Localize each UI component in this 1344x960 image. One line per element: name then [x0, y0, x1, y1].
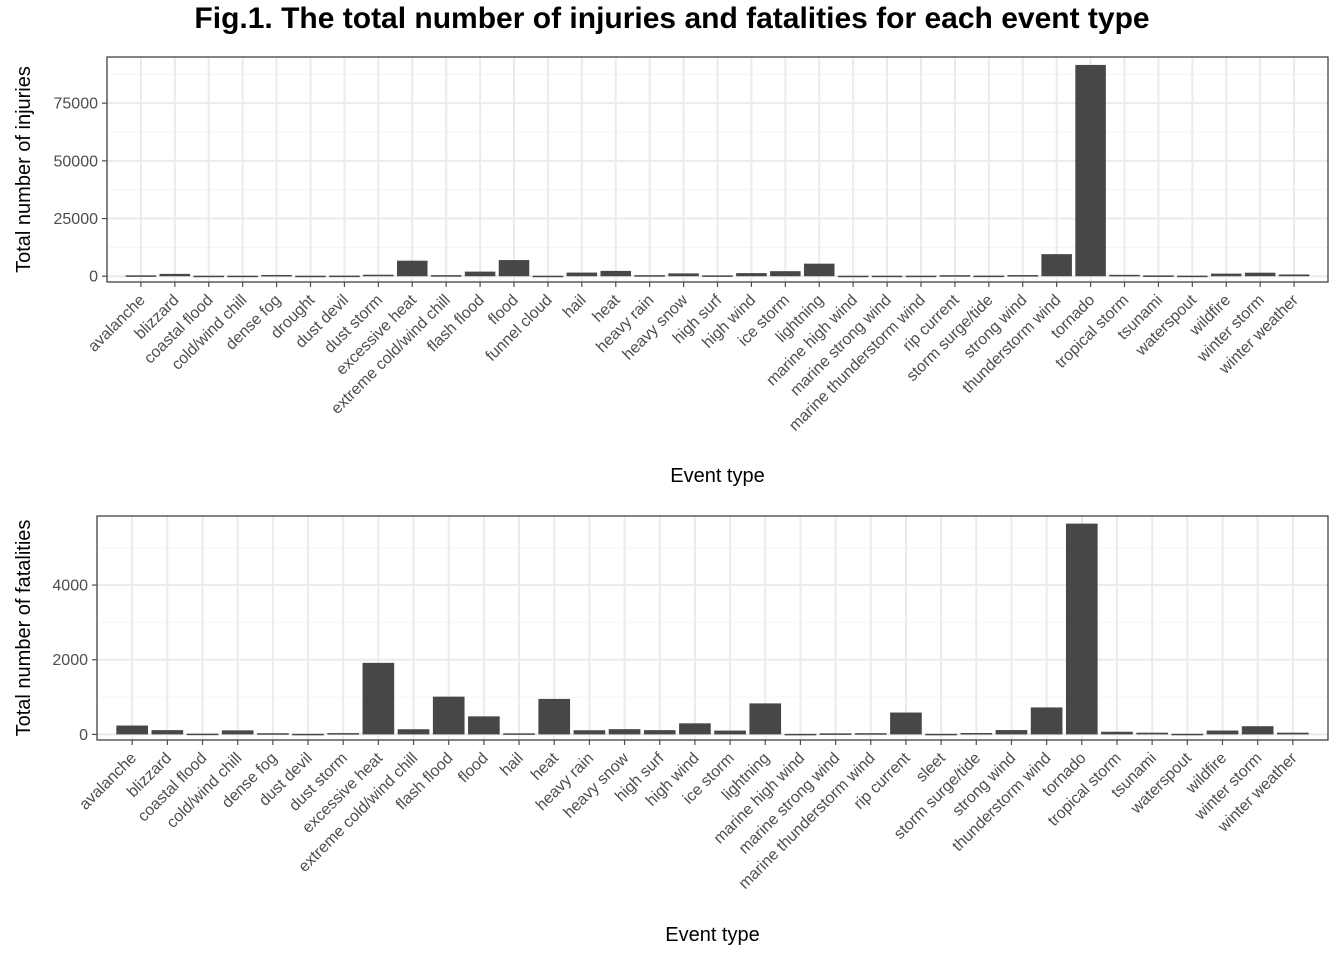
fatalities-bar: [749, 703, 782, 735]
injuries-bar: [905, 275, 937, 278]
fatalities-bar: [257, 733, 289, 735]
fatalities-ytick-label: 2000: [52, 652, 88, 669]
fatalities-ytick-label: 0: [79, 727, 88, 744]
fatalities-bar: [468, 716, 500, 735]
injuries-bar: [227, 275, 258, 278]
injuries-bar: [430, 275, 462, 277]
fatalities-bar: [573, 730, 606, 735]
injuries-bar: [125, 275, 157, 277]
fatalities-bar: [1136, 732, 1168, 735]
injuries-bar: [1177, 275, 1208, 278]
injuries-ytick-label: 25000: [54, 211, 99, 228]
fatalities-panel-border: [96, 515, 1329, 741]
fatalities-bar: [397, 729, 430, 735]
fatalities-y-axis-title: Total number of fatalities: [13, 520, 35, 737]
injuries-ytick-label: 0: [89, 269, 98, 286]
fatalities-bar: [784, 733, 817, 736]
injuries-bar: [464, 271, 496, 277]
injuries-bar: [634, 275, 665, 277]
injuries-bar: [702, 275, 733, 277]
fatalities-bar: [538, 698, 571, 735]
injuries-bar: [193, 275, 225, 278]
fatalities-bar: [608, 729, 641, 735]
fatalities-bar: [327, 733, 360, 735]
fatalities-bar: [1241, 726, 1274, 735]
fatalities-bar: [1206, 730, 1239, 735]
fatalities-bar: [186, 733, 219, 736]
injuries-x-axis-title: Event type: [670, 465, 765, 487]
injuries-bar: [837, 275, 869, 278]
injuries-bar: [1278, 274, 1310, 277]
injuries-bar: [363, 274, 394, 277]
fatalities-bar: [714, 730, 746, 735]
fatalities-bar: [432, 696, 465, 735]
fatalities-bar: [292, 733, 324, 736]
fatalities-bar: [925, 733, 957, 736]
injuries-bar: [871, 275, 903, 278]
fatalities-bar: [362, 662, 395, 735]
injuries-bar: [498, 260, 530, 277]
injuries-bar: [600, 270, 632, 277]
injuries-bar: [1109, 274, 1140, 277]
injuries-bar: [1075, 64, 1106, 277]
fatalities-bar: [1030, 707, 1063, 735]
fatalities-bar: [643, 730, 676, 735]
fatalities-bar: [116, 725, 148, 735]
injuries-bar: [159, 273, 191, 277]
figure-title: Fig.1. The total number of injuries and …: [194, 2, 1150, 35]
injuries-bar: [532, 275, 564, 278]
fatalities-bar: [995, 730, 1028, 735]
injuries-bar: [1041, 254, 1072, 277]
fatalities-xtick-label: flood: [455, 750, 492, 787]
injuries-bar: [1007, 275, 1039, 277]
fatalities-bar: [1277, 732, 1309, 735]
injuries-bar: [803, 263, 835, 277]
injuries-bar: [668, 273, 699, 277]
injuries-bar: [1244, 272, 1276, 277]
fatalities-bar: [679, 723, 711, 735]
fatalities-ytick-label: 4000: [52, 578, 88, 595]
fatalities-bar: [960, 733, 993, 735]
fatalities-bar: [1065, 523, 1098, 735]
injuries-bar: [1143, 275, 1174, 277]
injuries-bar: [396, 260, 428, 277]
injuries-bar: [295, 275, 326, 278]
fatalities-bar: [503, 733, 535, 735]
fatalities-bar: [151, 730, 184, 735]
fatalities-bar: [1171, 733, 1204, 736]
fatalities-xtick-label: hail: [497, 750, 527, 780]
injuries-bar: [566, 272, 598, 277]
fatalities-bar: [1101, 731, 1133, 735]
fatalities-bar: [819, 733, 852, 735]
injuries-ytick-label: 50000: [54, 153, 99, 170]
injuries-bar: [329, 275, 360, 278]
injuries-bar: [939, 275, 971, 277]
fatalities-bar: [854, 733, 887, 735]
injuries-bar: [973, 275, 1005, 278]
fatalities-bar: [221, 730, 254, 735]
injuries-ytick-label: 75000: [54, 96, 99, 113]
fatalities-bar: [890, 712, 922, 735]
injuries-bar: [770, 271, 801, 277]
injuries-y-axis-title: Total number of injuries: [13, 66, 35, 273]
injuries-bar: [1210, 273, 1242, 277]
injuries-bar: [736, 273, 767, 277]
injuries-bar: [261, 274, 292, 277]
fatalities-x-axis-title: Event type: [665, 924, 760, 946]
